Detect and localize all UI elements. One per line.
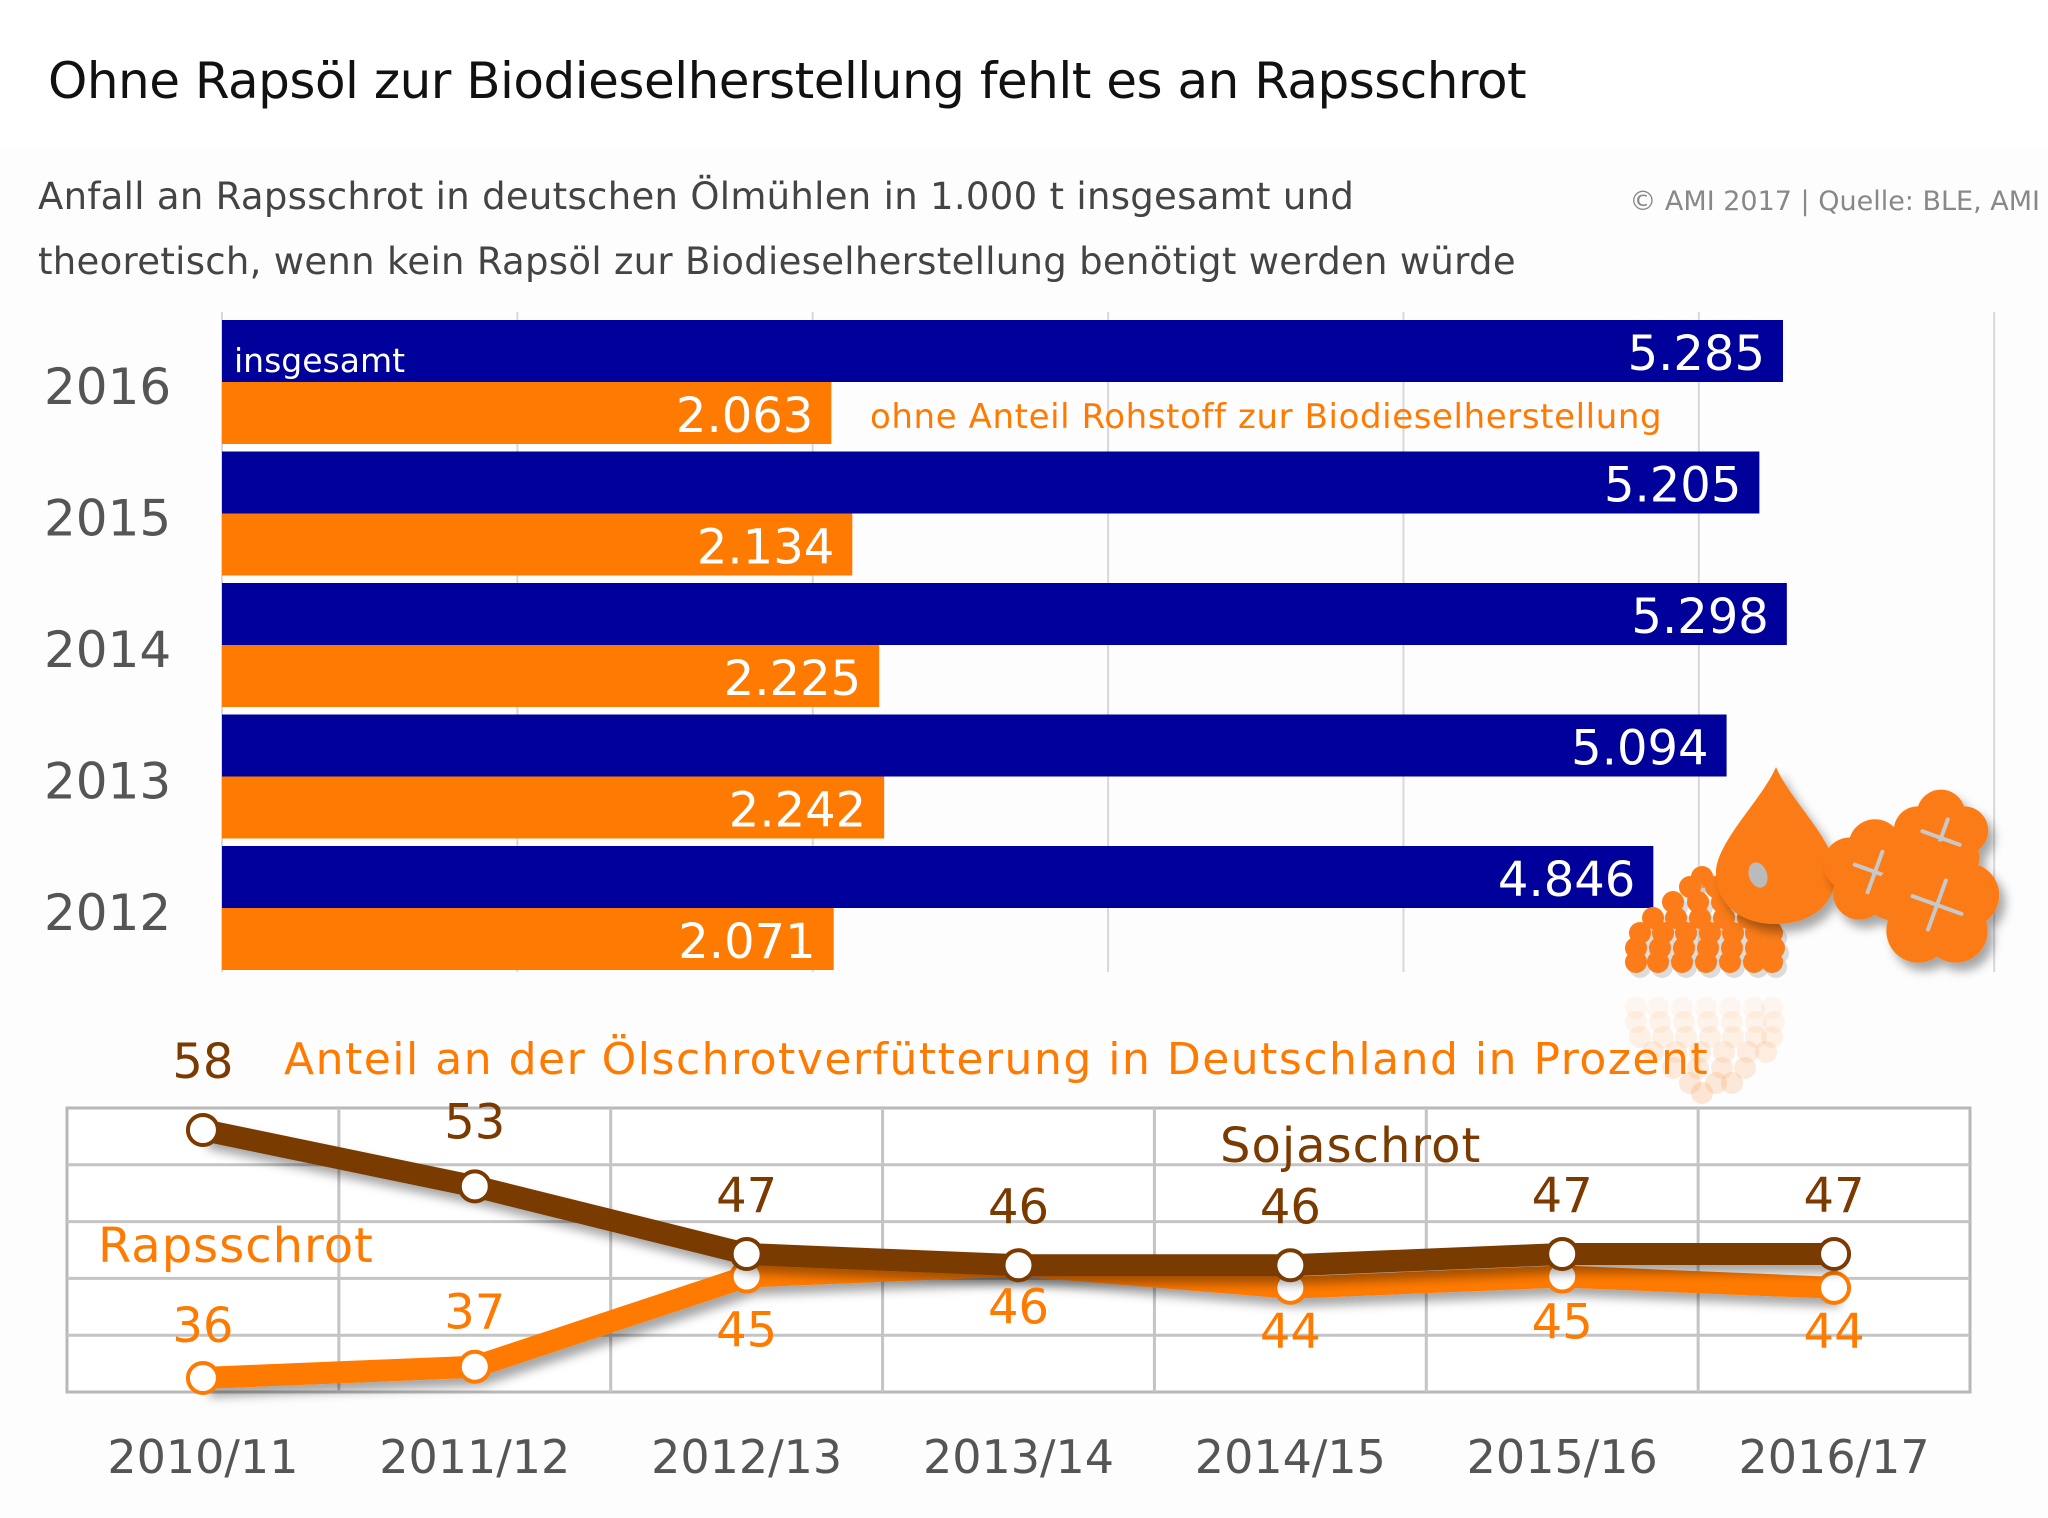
value-label-sojaschrot: 58 bbox=[172, 1034, 233, 1090]
line-chart-title: Anteil an der Ölschrotverfütterung in De… bbox=[284, 1033, 1709, 1085]
seed bbox=[1671, 951, 1693, 973]
bar-category-label: 2016 bbox=[44, 358, 171, 416]
bar-value-label: 2.063 bbox=[676, 388, 813, 444]
bar-value-label: 2.134 bbox=[697, 520, 834, 576]
x-axis-label: 2011/12 bbox=[379, 1430, 570, 1484]
bar-value-label: 2.242 bbox=[729, 783, 866, 839]
bar-chart: 5.285 2.063 5.205 2.134 5.298 2.225 5.094 2.242… bbox=[222, 320, 1787, 970]
data-point-sojaschrot-2011/12 bbox=[457, 1169, 492, 1204]
x-axis-label: 2015/16 bbox=[1467, 1430, 1658, 1484]
series-label-rapsschrot: Rapsschrot bbox=[98, 1218, 374, 1274]
seed bbox=[1625, 951, 1647, 973]
bar-value-label: 4.846 bbox=[1498, 852, 1635, 908]
bar-value-label: 2.071 bbox=[678, 914, 815, 970]
bar-category-label: 2013 bbox=[44, 753, 171, 811]
seed bbox=[1647, 951, 1669, 973]
bar-value-label: 5.205 bbox=[1604, 458, 1741, 514]
bar-insgesamt-2013 bbox=[222, 714, 1727, 777]
data-point-sojaschrot-2014/15 bbox=[1273, 1248, 1308, 1283]
bar-ohne-biodiesel-2012 bbox=[222, 908, 834, 970]
x-axis-label: 2014/15 bbox=[1195, 1430, 1386, 1484]
decoration-icons bbox=[1625, 767, 2000, 1104]
rapeseed-flowers-icon bbox=[1823, 789, 2000, 963]
legend-ohne-biodiesel: ohne Anteil Rohstoff zur Biodieselherste… bbox=[870, 397, 1662, 437]
flower bbox=[1874, 841, 2000, 963]
seed bbox=[1687, 891, 1709, 913]
data-point-sojaschrot-2010/11 bbox=[185, 1113, 220, 1147]
value-label-rapsschrot: 36 bbox=[172, 1298, 233, 1354]
bar-value-label: 5.285 bbox=[1628, 326, 1765, 382]
chart-subtitle-line-1: Anfall an Rapsschrot in deutschen Ölmühl… bbox=[38, 175, 1355, 218]
value-label-rapsschrot: 44 bbox=[1260, 1304, 1321, 1360]
bar-insgesamt-2016 bbox=[222, 320, 1783, 382]
bar-ohne-biodiesel-2014 bbox=[222, 645, 880, 707]
bar-value-label: 2.225 bbox=[724, 651, 861, 707]
value-label-sojaschrot: 53 bbox=[444, 1094, 505, 1150]
x-axis-label: 2013/14 bbox=[923, 1430, 1114, 1484]
series-label-sojaschrot: Sojaschrot bbox=[1220, 1118, 1481, 1174]
bar-ohne-biodiesel-2015 bbox=[222, 513, 853, 576]
value-label-sojaschrot: 47 bbox=[1804, 1168, 1865, 1224]
seed bbox=[1719, 951, 1741, 973]
value-label-sojaschrot: 46 bbox=[1260, 1179, 1321, 1235]
chart-subtitle-line-2: theoretisch, wenn kein Rapsöl zur Biodie… bbox=[38, 240, 1516, 283]
x-axis-label: 2010/11 bbox=[107, 1430, 298, 1484]
bar-category-label: 2014 bbox=[44, 621, 171, 679]
bar-chart-category-labels: 2016 2015 2014 2013 2012 bbox=[44, 358, 171, 942]
data-point-rapsschrot-2016/17 bbox=[1817, 1270, 1852, 1305]
bar-category-label: 2015 bbox=[44, 490, 171, 548]
bar-category-label: 2012 bbox=[44, 884, 171, 942]
source-credit: © AMI 2017 | Quelle: BLE, AMI bbox=[1629, 186, 2040, 217]
bar-value-label: 5.094 bbox=[1571, 721, 1708, 777]
page-title: Ohne Rapsöl zur Biodieselherstellung feh… bbox=[48, 52, 1527, 110]
bar-insgesamt-2014 bbox=[222, 583, 1787, 645]
legend-insgesamt: insgesamt bbox=[234, 341, 405, 380]
bar-insgesamt-2012 bbox=[222, 846, 1654, 908]
bar-insgesamt-2015 bbox=[222, 451, 1760, 514]
value-label-rapsschrot: 44 bbox=[1804, 1304, 1865, 1360]
line-chart-x-axis-labels: 2010/11 2011/12 2012/13 2013/14 2014/15 2015/… bbox=[107, 1430, 1929, 1484]
seed bbox=[1761, 951, 1783, 973]
x-axis-label: 2012/13 bbox=[651, 1430, 842, 1484]
value-label-rapsschrot: 37 bbox=[444, 1285, 505, 1341]
bar-ohne-biodiesel-2016 bbox=[222, 382, 832, 444]
value-label-rapsschrot: 45 bbox=[716, 1303, 777, 1359]
value-label-sojaschrot: 47 bbox=[716, 1168, 777, 1224]
data-point-sojaschrot-2015/16 bbox=[1545, 1237, 1580, 1271]
value-label-rapsschrot: 46 bbox=[988, 1279, 1049, 1335]
value-label-sojaschrot: 46 bbox=[988, 1179, 1049, 1235]
data-point-sojaschrot-2012/13 bbox=[729, 1237, 764, 1271]
data-point-sojaschrot-2016/17 bbox=[1817, 1237, 1852, 1271]
seeds-pile-icon bbox=[1625, 866, 1789, 1104]
data-point-rapsschrot-2010/11 bbox=[185, 1361, 220, 1395]
value-label-rapsschrot: 45 bbox=[1532, 1295, 1593, 1351]
data-point-rapsschrot-2011/12 bbox=[457, 1349, 492, 1384]
value-label-sojaschrot: 47 bbox=[1532, 1168, 1593, 1224]
data-point-sojaschrot-2013/14 bbox=[1001, 1248, 1036, 1283]
oil-drop-icon bbox=[1716, 767, 1836, 924]
bar-ohne-biodiesel-2013 bbox=[222, 776, 885, 839]
line-chart: 58 53 47 46 46 47 47 36 37 45 46 44 45 44 Sojaschrot Ra… bbox=[98, 1033, 1865, 1395]
bar-value-label: 5.298 bbox=[1631, 589, 1768, 645]
seed bbox=[1743, 951, 1765, 973]
x-axis-label: 2016/17 bbox=[1739, 1430, 1930, 1484]
seed bbox=[1695, 951, 1717, 973]
